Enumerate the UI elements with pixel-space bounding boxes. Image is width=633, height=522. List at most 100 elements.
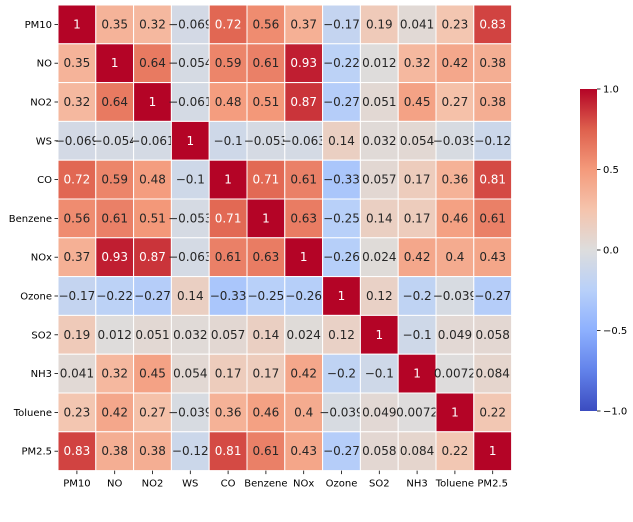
cell-value-label-pm25-no2: 0.38 xyxy=(139,444,166,458)
cell-value-label-nh3-nox: 0.42 xyxy=(290,367,317,381)
cell-value-label-pm10-no2: 0.32 xyxy=(139,17,166,31)
cell-value-label-so2-ws: 0.032 xyxy=(173,328,207,342)
cell-value-label-nox-co: 0.61 xyxy=(215,250,242,264)
cell-value-label-so2-so2: 1 xyxy=(375,328,383,342)
heatmap-cell-so2-co xyxy=(208,314,248,355)
cell-value-label-ws-nh3: 0.054 xyxy=(400,134,434,148)
cell-value-label-ws-so2: 0.032 xyxy=(362,134,396,148)
cell-value-label-ozone-no: −0.22 xyxy=(96,289,133,303)
cell-value-label-pm10-so2: 0.19 xyxy=(366,17,393,31)
heatmap-cell-so2-benzene xyxy=(246,314,286,355)
cell-value-label-no-so2: 0.012 xyxy=(362,56,396,70)
heatmap-cell-so2-ws xyxy=(170,314,210,355)
cell-value-label-ws-co: −0.1 xyxy=(214,134,243,148)
heatmap-cell-ws-pm25 xyxy=(473,120,513,161)
cell-value-label-ozone-pm10: −0.17 xyxy=(59,289,96,303)
colorbar-tick-label: −1.0 xyxy=(603,407,627,418)
cell-value-label-pm10-nox: 0.37 xyxy=(290,17,317,31)
cell-value-label-no2-benzene: 0.51 xyxy=(253,95,280,109)
cell-value-label-ozone-benzene: −0.25 xyxy=(248,289,285,303)
cell-value-label-toluene-pm25: 0.22 xyxy=(479,405,506,419)
heatmap-cell-no-toluene xyxy=(435,43,475,84)
cell-value-label-ws-no: −0.054 xyxy=(92,134,136,148)
cell-value-label-nox-no: 0.93 xyxy=(101,250,128,264)
heatmap-cell-nh3-so2 xyxy=(359,353,399,394)
cell-value-label-pm25-pm10: 0.83 xyxy=(64,444,91,458)
colorbar-gradient xyxy=(580,89,597,411)
heatmap-cell-no-benzene xyxy=(246,43,286,84)
heatmap-cell-ws-so2 xyxy=(359,120,399,161)
cell-value-label-no2-ozone: −0.27 xyxy=(323,95,360,109)
heatmap-cell-so2-nox xyxy=(284,314,324,355)
cell-value-label-benzene-nox: 0.63 xyxy=(290,211,317,225)
cell-value-label-co-toluene: 0.36 xyxy=(442,173,469,187)
cell-value-label-nh3-benzene: 0.17 xyxy=(253,367,280,381)
heatmap-cell-ozone-toluene xyxy=(435,276,475,316)
cell-value-label-toluene-nh3: 0.0072 xyxy=(396,405,438,419)
heatmap-cell-toluene-toluene xyxy=(435,392,475,433)
cell-value-label-nh3-pm10: 0.041 xyxy=(60,367,94,381)
x-tick-label-benzene: Benzene xyxy=(244,479,287,490)
cell-value-label-no-benzene: 0.61 xyxy=(253,56,280,70)
heatmap-cell-ws-no xyxy=(95,120,135,161)
heatmap-cell-so2-no2 xyxy=(133,314,172,355)
heatmap-cell-toluene-nox xyxy=(284,392,324,433)
heatmap-cell-ozone-pm25 xyxy=(473,276,513,316)
cell-value-label-ozone-co: −0.33 xyxy=(210,289,247,303)
heatmap-cell-toluene-co xyxy=(208,392,248,433)
cell-value-label-no2-no: 0.64 xyxy=(101,95,128,109)
cell-value-label-nox-pm25: 0.43 xyxy=(479,250,506,264)
y-axis-tick-labels: PM10 NO NO2 WS CO Benzene NOx Ozone SO2 NH3 Toluen… xyxy=(9,20,58,458)
cell-value-label-nh3-toluene: 0.0072 xyxy=(434,367,476,381)
heatmap-cell-so2-toluene xyxy=(435,314,475,355)
heatmap-cell-toluene-benzene xyxy=(246,392,286,433)
heatmap-cell-so2-no xyxy=(95,314,135,355)
y-tick-label-no2: NO2 xyxy=(30,98,52,109)
cell-value-label-nox-ws: −0.063 xyxy=(168,250,212,264)
cell-value-label-co-nox: 0.61 xyxy=(290,173,317,187)
x-tick-label-toluene: Toluene xyxy=(435,479,474,490)
cell-value-label-no-pm25: 0.38 xyxy=(479,56,506,70)
cell-value-label-no2-toluene: 0.27 xyxy=(442,95,469,109)
heatmap-cell-no-so2 xyxy=(359,43,399,84)
colorbar-tick-label: 1.0 xyxy=(603,85,619,96)
heatmap-cell-nox-pm25 xyxy=(473,237,513,278)
heatmap-cell-benzene-no2 xyxy=(133,198,172,239)
heatmap-cell-no2-pm25 xyxy=(473,82,513,122)
y-tick-label-nox: NOx xyxy=(31,253,52,264)
heatmap-cell-nh3-co xyxy=(208,353,248,394)
y-tick-label-ozone: Ozone xyxy=(20,292,52,303)
heatmap-cell-no2-ws xyxy=(170,82,210,122)
cell-value-label-no-nh3: 0.32 xyxy=(404,56,431,70)
cell-value-label-no-ws: −0.054 xyxy=(168,56,212,70)
cell-value-label-nox-nox: 1 xyxy=(300,250,308,264)
cell-value-label-ozone-ozone: 1 xyxy=(338,289,346,303)
y-tick-label-co: CO xyxy=(37,175,52,186)
cell-value-label-benzene-ozone: −0.25 xyxy=(323,211,360,225)
cell-value-label-pm10-co: 0.72 xyxy=(215,17,242,31)
heatmap-cell-nh3-ws xyxy=(170,353,210,394)
heatmap-cell-pm10-no xyxy=(95,4,135,45)
cell-value-label-nh3-no: 0.32 xyxy=(101,367,128,381)
y-tick-label-pm25: PM2.5 xyxy=(21,447,52,458)
heatmap-cell-nh3-benzene xyxy=(246,353,286,394)
heatmap-cell-no-co xyxy=(208,43,248,84)
heatmap-cell-pm25-nh3 xyxy=(397,431,437,472)
y-tick-label-ws: WS xyxy=(36,136,52,147)
cell-value-label-toluene-ozone: −0.039 xyxy=(319,405,363,419)
cell-value-label-benzene-so2: 0.14 xyxy=(366,211,393,225)
cell-value-label-ozone-nh3: −0.2 xyxy=(403,289,432,303)
cell-value-label-pm10-no: 0.35 xyxy=(101,17,128,31)
cell-value-label-co-pm10: 0.72 xyxy=(64,173,91,187)
heatmap-cell-ws-nox xyxy=(284,120,324,161)
cell-value-label-benzene-no: 0.61 xyxy=(101,211,128,225)
cell-value-label-co-no2: 0.48 xyxy=(139,173,166,187)
cell-value-label-so2-nh3: −0.1 xyxy=(403,328,432,342)
heatmap-cell-toluene-no xyxy=(95,392,135,433)
colorbar-tick-label: 0.5 xyxy=(603,165,619,176)
cell-value-label-no2-ws: −0.061 xyxy=(168,95,212,109)
heatmap-cell-co-nox xyxy=(284,159,324,200)
heatmap-cell-nh3-nox xyxy=(284,353,324,394)
cell-value-label-ozone-pm25: −0.27 xyxy=(474,289,511,303)
heatmap-cell-nox-co xyxy=(208,237,248,278)
